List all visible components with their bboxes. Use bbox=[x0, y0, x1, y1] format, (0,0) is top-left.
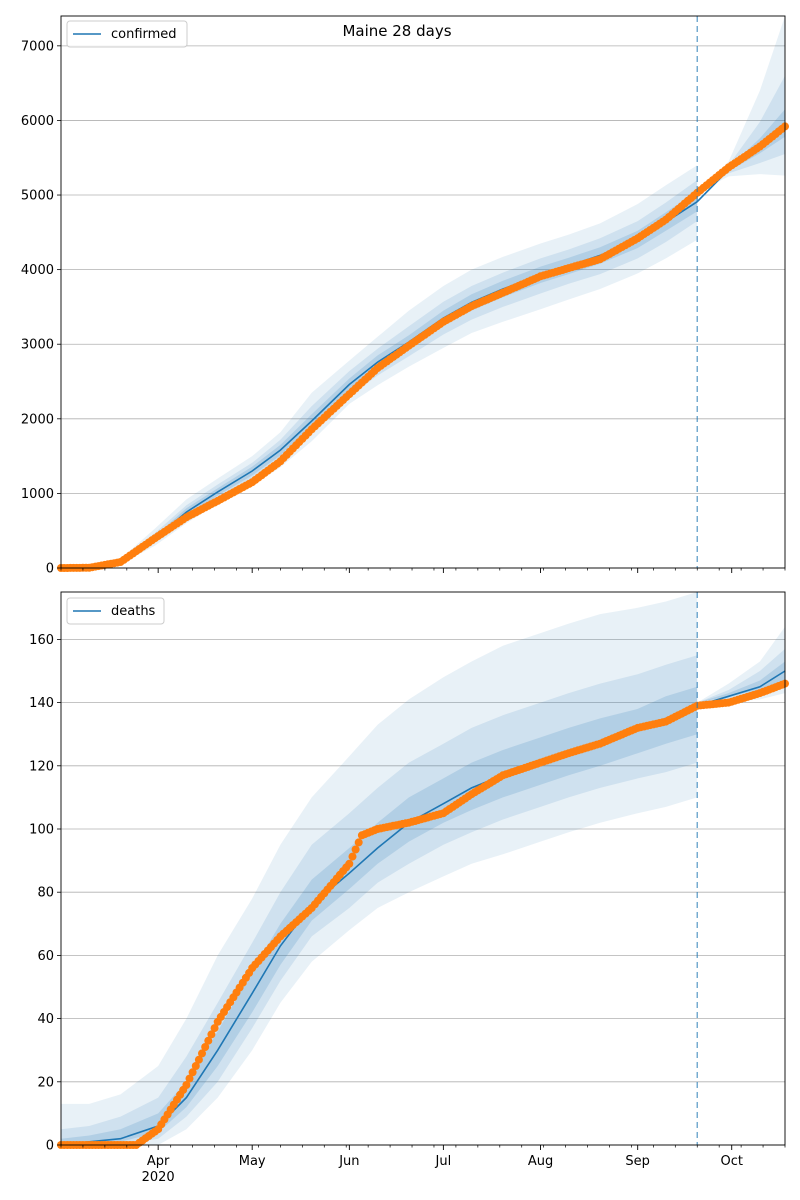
x-tick-label: Jun bbox=[338, 1154, 359, 1169]
x-tick-label: Jul bbox=[435, 1154, 452, 1169]
y-tick-label: 0 bbox=[46, 1139, 54, 1154]
x-tick-label: May bbox=[239, 1154, 266, 1169]
y-tick-label: 3000 bbox=[21, 338, 54, 353]
uncertainty-band bbox=[61, 686, 698, 1145]
observed-point bbox=[348, 852, 357, 861]
y-tick-label: 2000 bbox=[21, 412, 54, 427]
observed-point bbox=[204, 1036, 213, 1045]
y-tick-label: 0 bbox=[46, 562, 54, 577]
y-tick-label: 120 bbox=[29, 759, 54, 774]
y-tick-label: 160 bbox=[29, 633, 54, 648]
y-tick-label: 1000 bbox=[21, 487, 54, 502]
uncertainty-band bbox=[697, 75, 785, 193]
confirmed-legend: confirmed bbox=[66, 20, 188, 48]
x-tick-year-label: 2020 bbox=[142, 1170, 175, 1185]
y-tick-label: 7000 bbox=[21, 39, 54, 54]
uncertainty-band bbox=[697, 626, 785, 703]
observed-point bbox=[185, 1074, 194, 1083]
plot-frame bbox=[60, 591, 786, 1146]
y-tick-label: 80 bbox=[37, 886, 54, 901]
y-tick-label: 100 bbox=[29, 823, 54, 838]
x-tick-label: Aug bbox=[528, 1154, 553, 1169]
y-tick-label: 20 bbox=[37, 1075, 54, 1090]
observed-point bbox=[207, 1030, 216, 1039]
y-tick-label: 60 bbox=[37, 949, 54, 964]
observed-point bbox=[194, 1055, 203, 1064]
y-tick-label: 4000 bbox=[21, 263, 54, 278]
observed-point bbox=[210, 1024, 219, 1033]
x-tick-label: Apr bbox=[147, 1154, 170, 1169]
legend-box bbox=[66, 597, 165, 625]
legend-box bbox=[66, 20, 188, 48]
observed-point bbox=[191, 1062, 200, 1070]
observed-point bbox=[351, 845, 360, 854]
observed-point bbox=[182, 1081, 191, 1089]
uncertainty-band bbox=[61, 592, 698, 1145]
deaths-observed-points bbox=[57, 679, 789, 1149]
y-tick-label: 5000 bbox=[21, 189, 54, 204]
y-tick-label: 140 bbox=[29, 696, 54, 711]
y-tick-label: 6000 bbox=[21, 114, 54, 129]
observed-point bbox=[354, 838, 363, 847]
observed-point bbox=[201, 1043, 210, 1051]
chart-title: Maine 28 days bbox=[342, 22, 451, 40]
x-tick-label: Sep bbox=[625, 1154, 650, 1169]
observed-point bbox=[188, 1068, 197, 1077]
x-tick-label: Oct bbox=[720, 1154, 742, 1169]
confirmed-axes: 0 1000 2000 3000 4000 5000 6000 7000 bbox=[21, 15, 786, 577]
confirmed-panel: 0 1000 2000 3000 4000 5000 6000 7000 Maine 28 d… bbox=[21, 15, 789, 577]
y-tick-label: 40 bbox=[37, 1012, 54, 1027]
observed-point bbox=[198, 1049, 206, 1058]
deaths-legend: deaths bbox=[66, 597, 165, 625]
legend-label-deaths: deaths bbox=[111, 604, 156, 619]
legend-label-confirmed: confirmed bbox=[111, 27, 177, 42]
observed-point bbox=[345, 859, 354, 868]
plot-frame bbox=[60, 15, 786, 569]
confirmed-observed-points bbox=[57, 122, 789, 572]
